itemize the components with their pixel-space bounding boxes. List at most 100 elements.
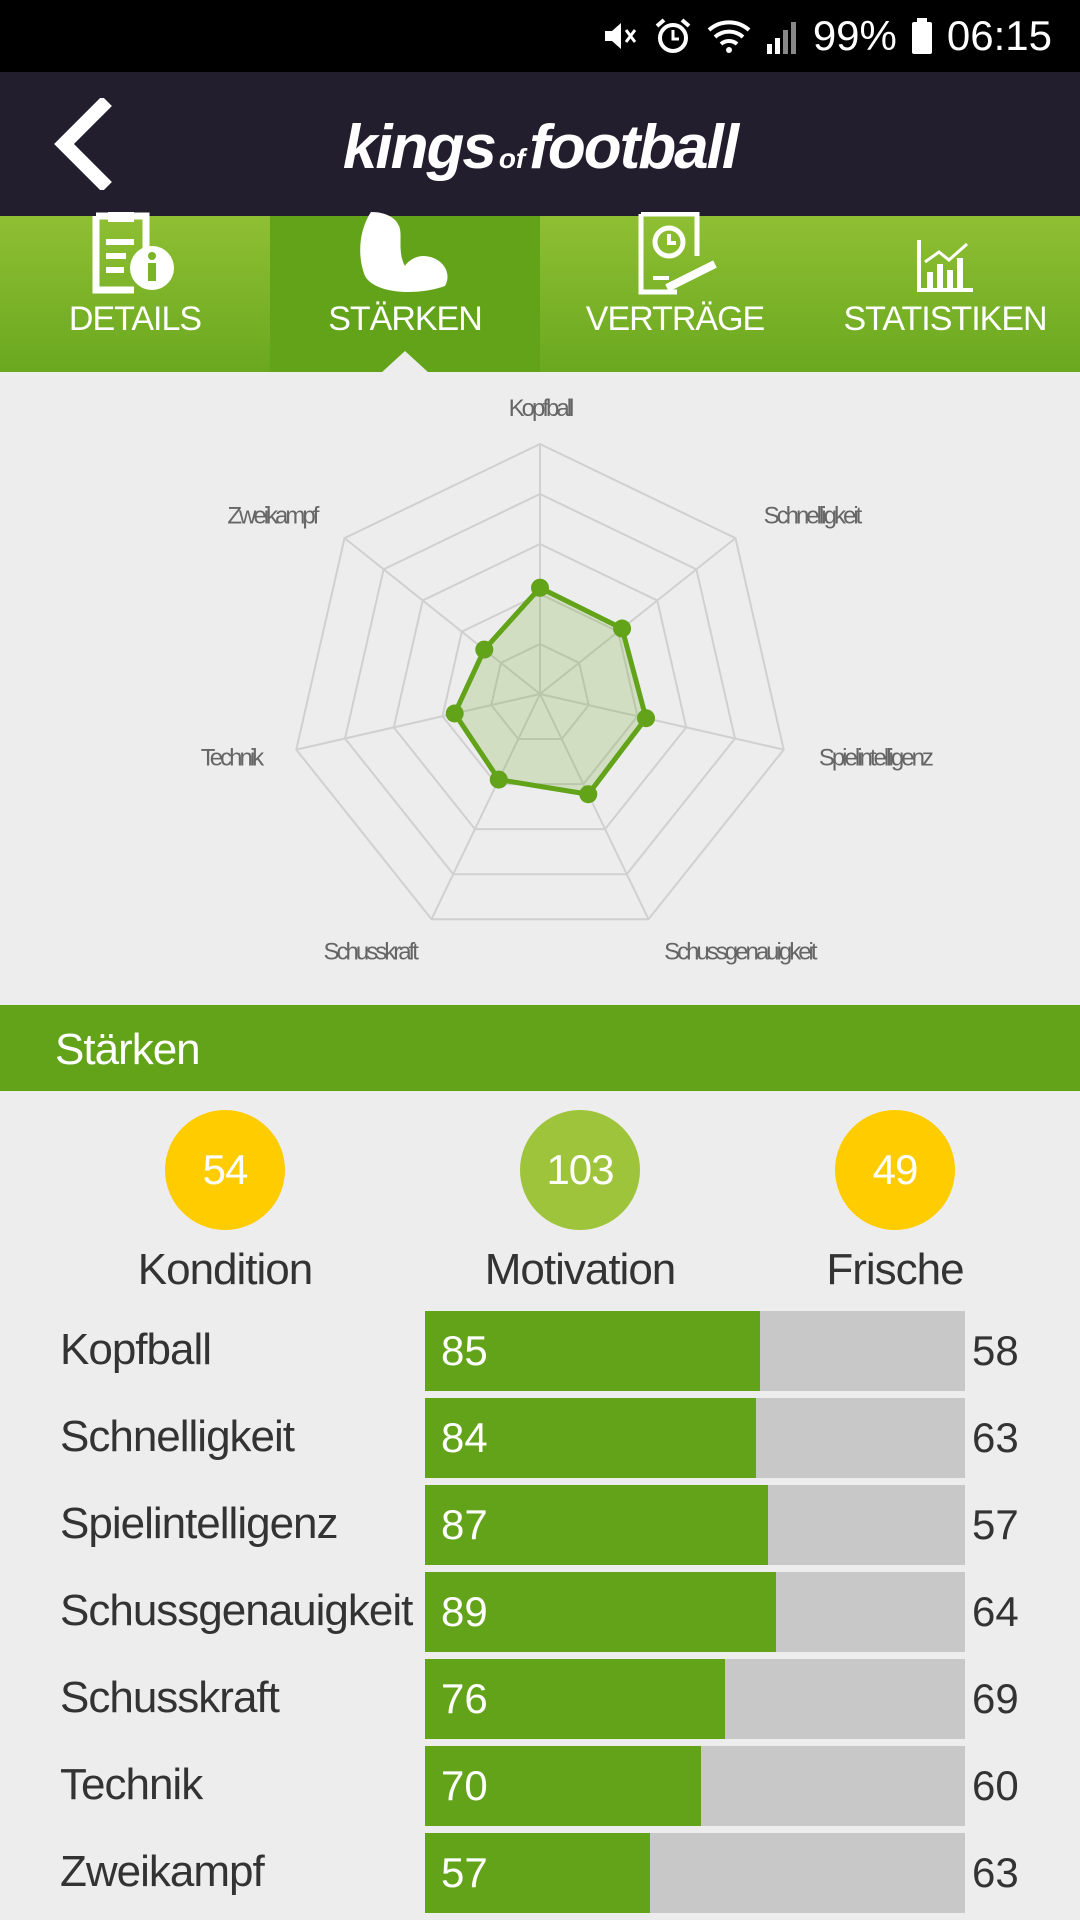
logo-text-kings: kings bbox=[342, 113, 497, 182]
radar-spoke bbox=[539, 693, 784, 751]
radar-axis-label: Schusskraft bbox=[324, 939, 420, 966]
radar-axis-label: Spielintelligenz bbox=[819, 745, 933, 772]
section-header: Stärken bbox=[0, 1005, 1080, 1091]
section-title: Stärken bbox=[55, 1025, 201, 1074]
motivation-label: Motivation bbox=[484, 1245, 677, 1294]
clipboard-info-icon bbox=[0, 212, 270, 296]
tab-vertraege[interactable]: VERTRÄGE bbox=[540, 212, 810, 372]
stat-value: 87 bbox=[441, 1501, 488, 1548]
tab-statistiken-label: STATISTIKEN bbox=[843, 300, 1047, 338]
stat-value: 76 bbox=[441, 1675, 488, 1722]
radar-ring bbox=[343, 492, 737, 876]
stat-bar-fill bbox=[425, 1833, 650, 1913]
stat-name: Schnelligkeit bbox=[60, 1412, 295, 1461]
radar-axis-label: Schussgenauigkeit bbox=[664, 939, 818, 966]
frische-badge: 49 bbox=[835, 1110, 955, 1230]
stat-right-value: 58 bbox=[972, 1327, 1019, 1374]
stat-row-spielintelligenz: Spielintelligenz 87 57 bbox=[0, 1485, 1080, 1565]
stat-bar-fill bbox=[425, 1659, 725, 1739]
stat-bar: 57 bbox=[425, 1833, 965, 1913]
app-header: kings offootball bbox=[0, 72, 1080, 216]
battery-percent: 99% bbox=[812, 12, 897, 59]
stat-value: 89 bbox=[441, 1588, 488, 1635]
stat-right-value: 64 bbox=[972, 1588, 1019, 1635]
tab-vertraege-label: VERTRÄGE bbox=[585, 300, 765, 338]
stat-bar-fill bbox=[425, 1485, 768, 1565]
stat-row-schusskraft: Schusskraft 76 69 bbox=[0, 1659, 1080, 1739]
stat-bar-fill bbox=[425, 1398, 756, 1478]
stat-right-value: 57 bbox=[972, 1501, 1019, 1548]
radar-chart: Kopfball Schnelligkeit Spielintelligenz Sch… bbox=[0, 372, 1080, 1002]
battery-icon bbox=[911, 16, 933, 56]
stat-bar: 76 bbox=[425, 1659, 965, 1739]
logo-text-football: football bbox=[529, 113, 739, 182]
stat-name: Kopfball bbox=[60, 1325, 212, 1374]
stat-bar: 70 bbox=[425, 1746, 965, 1826]
stat-value: 70 bbox=[441, 1762, 488, 1809]
stat-name: Zweikampf bbox=[60, 1847, 265, 1896]
tab-staerken[interactable]: STÄRKEN bbox=[270, 212, 540, 373]
radar-axis-label: Kopfball bbox=[509, 395, 573, 422]
radar-point bbox=[489, 770, 508, 789]
radar-point bbox=[613, 619, 632, 638]
tab-statistiken[interactable]: STATISTIKEN bbox=[810, 216, 1080, 372]
status-bar: 99% 06:15 bbox=[0, 0, 1080, 72]
stat-name: Schussgenauigkeit bbox=[60, 1586, 413, 1635]
stat-right-value: 69 bbox=[972, 1675, 1019, 1722]
tab-staerken-label: STÄRKEN bbox=[328, 300, 483, 338]
logo-text-of: of bbox=[498, 143, 526, 174]
radar-chart-svg: Kopfball Schnelligkeit Spielintelligenz Sch… bbox=[201, 395, 936, 966]
radar-axis-label: Zweikampf bbox=[227, 503, 319, 530]
kondition-label: Kondition bbox=[137, 1245, 313, 1294]
stat-right-value: 60 bbox=[972, 1762, 1019, 1809]
stat-name: Schusskraft bbox=[60, 1673, 280, 1722]
stat-row-schussgenauigkeit: Schussgenauigkeit 89 64 bbox=[0, 1572, 1080, 1652]
signal-icon bbox=[765, 16, 799, 56]
radar-point bbox=[445, 704, 464, 723]
stat-row-zweikampf: Zweikampf 57 63 bbox=[0, 1833, 1080, 1913]
radar-spoke bbox=[296, 693, 541, 751]
stat-bar: 85 bbox=[425, 1311, 965, 1391]
tab-details[interactable]: DETAILS bbox=[0, 212, 270, 372]
chevron-left-icon bbox=[54, 98, 112, 190]
stat-name: Spielintelligenz bbox=[60, 1499, 339, 1548]
stat-name: Technik bbox=[60, 1760, 203, 1809]
radar-spoke bbox=[539, 537, 737, 695]
radar-spoke bbox=[343, 537, 541, 695]
wifi-icon bbox=[707, 16, 751, 56]
radar-point bbox=[579, 785, 598, 804]
stat-row-schnelligkeit: Schnelligkeit 84 63 bbox=[0, 1398, 1080, 1478]
stat-right-value: 63 bbox=[972, 1414, 1019, 1461]
stat-row-technik: Technik 70 60 bbox=[0, 1746, 1080, 1826]
radar-point bbox=[531, 578, 549, 597]
stat-value: 85 bbox=[441, 1327, 488, 1374]
radar-point bbox=[637, 709, 656, 728]
radar-spoke bbox=[430, 693, 541, 920]
stat-bar-fill bbox=[425, 1311, 760, 1391]
motivation-badge: 103 bbox=[520, 1110, 640, 1230]
biceps-icon bbox=[270, 212, 540, 296]
stat-bar: 89 bbox=[425, 1572, 965, 1652]
radar-ring bbox=[490, 642, 590, 741]
radar-axis-label: Technik bbox=[201, 745, 265, 772]
radar-series-area bbox=[451, 584, 649, 797]
tab-details-label: DETAILS bbox=[68, 300, 202, 338]
radar-point bbox=[475, 640, 494, 659]
radar-spoke bbox=[539, 693, 650, 920]
stat-row-kopfball: Kopfball 85 58 bbox=[0, 1311, 1080, 1391]
contract-icon bbox=[540, 212, 810, 296]
chart-icon bbox=[810, 216, 1080, 296]
stat-bar: 87 bbox=[425, 1485, 965, 1565]
stat-bar: 84 bbox=[425, 1398, 965, 1478]
stat-right-value: 63 bbox=[972, 1849, 1019, 1896]
stat-value: 57 bbox=[441, 1849, 488, 1896]
alarm-icon bbox=[653, 16, 693, 56]
radar-axis-label: Schnelligkeit bbox=[764, 503, 863, 530]
radar-ring bbox=[392, 542, 688, 831]
clock: 06:15 bbox=[946, 12, 1052, 59]
radar-ring bbox=[295, 442, 785, 921]
kondition-badge: 54 bbox=[165, 1110, 285, 1230]
app-logo: kings offootball bbox=[0, 112, 1080, 183]
back-button[interactable] bbox=[36, 98, 128, 190]
stat-value: 84 bbox=[441, 1414, 488, 1461]
